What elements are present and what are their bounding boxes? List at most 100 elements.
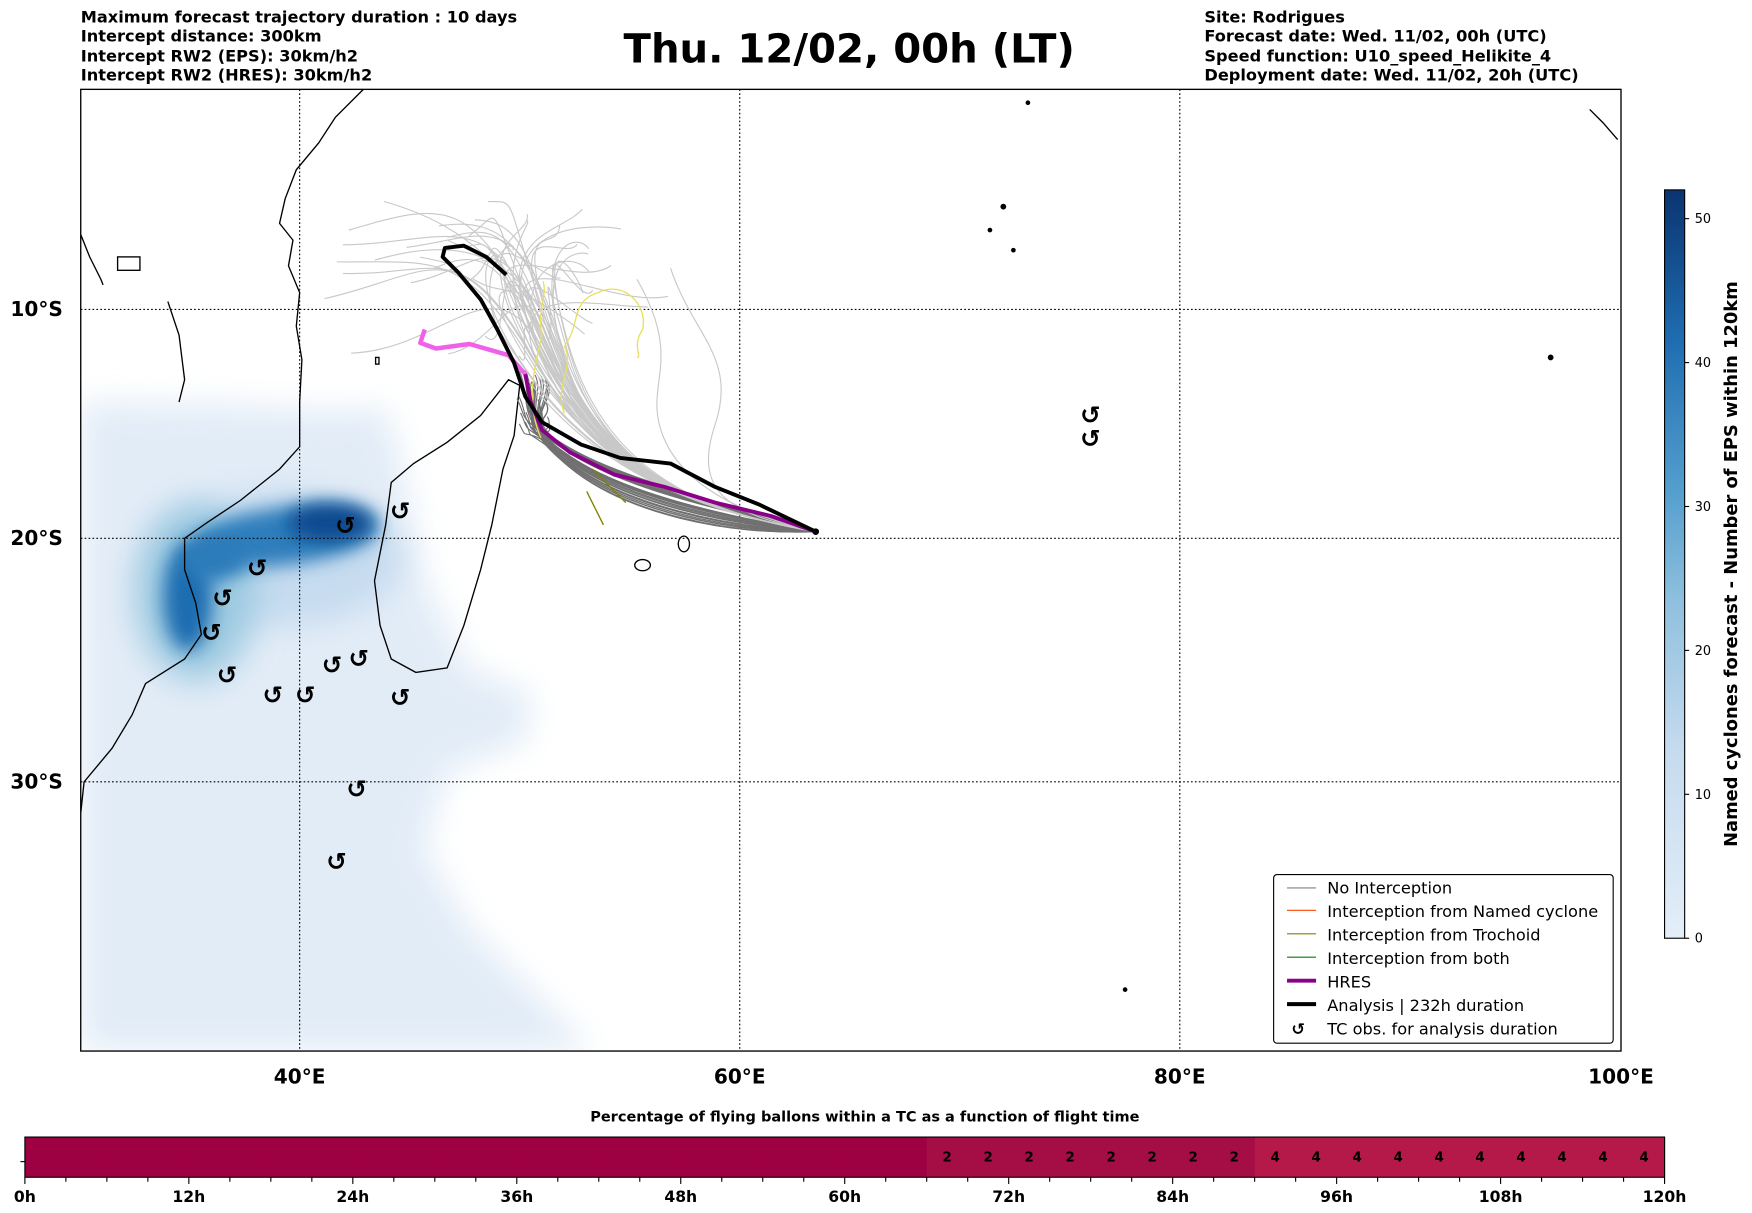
legend-label: HRES [1327,972,1371,991]
bar-cell [188,1137,231,1178]
legend-label: Analysis | 232h duration [1327,996,1524,1015]
header-speed-function: Speed function: U10_speed_Helikite_4 [1204,46,1551,65]
bar-tick-label: 96h [1320,1187,1353,1206]
bar-cell [721,1137,764,1178]
lon-label: 100°E [1588,1064,1654,1088]
bar-tick-label: 0h [14,1187,36,1206]
map-panel[interactable]: ↺↺↺↺↺↺↺ ↺↺ ↺↺↺↺↺↺ No Interception Intercep… [80,88,1622,1052]
tc-symbol-icon: ↺ [1291,1019,1305,1038]
tc-observation-icon: ↺ [263,681,284,710]
tc-observation-icon: ↺ [1080,424,1101,453]
header-intercept-hres: Intercept RW2 (HRES): 30km/h2 [81,65,373,84]
bar-cell-value: 4 [1639,1151,1648,1166]
bar-cell [639,1137,682,1178]
bar-cell [1459,1137,1502,1178]
tc-observation-icon: ↺ [217,661,238,690]
bar-cell [762,1137,805,1178]
bar-cell [598,1137,641,1178]
flight-time-bar: Percentage of flying ballons within a TC… [14,1109,1687,1205]
bar-cell [516,1137,559,1178]
bar-cell [1172,1137,1215,1178]
madagascar-coastline [373,378,521,674]
bar-cell [1090,1137,1133,1178]
tc-observation-icon: ↺ [322,651,343,680]
header-intercept-eps: Intercept RW2 (EPS): 30km/h2 [81,46,358,65]
north-coastline [80,234,104,286]
bar-tick-label: 36h [500,1187,533,1206]
bar-title: Percentage of flying ballons within a TC… [590,1109,1139,1125]
bar-cell-value: 4 [1557,1151,1566,1166]
reunion-island [634,558,652,572]
bar-tick-label: 60h [828,1187,861,1206]
tc-observation-icon: ↺ [346,774,367,803]
figure-title: Thu. 12/02, 00h (LT) [624,27,1075,73]
lat-label: 10°S [10,297,62,321]
legend: No Interception Interception from Named … [1273,874,1614,1044]
bar-cell [1295,1137,1338,1178]
bar-cell [1254,1137,1297,1178]
map-frame [80,88,1622,1052]
bar-tick-label: 84h [1156,1187,1189,1206]
eps-trajectory [520,412,816,533]
bar-cell-value: 4 [1434,1151,1443,1166]
tc-observation-icon: ↺ [201,618,222,647]
bar-cell [1049,1137,1092,1178]
cyclone-density-field [80,402,593,1052]
bar-cell-value: 4 [1516,1151,1525,1166]
tc-observation-icon: ↺ [390,683,411,712]
bar-cell [803,1137,846,1178]
tc-observation-icon: ↺ [247,553,268,582]
bar-cell [1377,1137,1420,1178]
tc-observation-icon: ↺ [349,644,370,673]
bar-cell [352,1137,395,1178]
analysis-trajectory [440,243,817,534]
launch-site-marker [812,528,820,536]
bar-tick-label: 48h [664,1187,697,1206]
bar-cell-value: 4 [1393,1151,1402,1166]
eps-trajectory [552,263,816,533]
bar-cell-value: 4 [1352,1151,1361,1166]
bar-cell [1541,1137,1584,1178]
bar-cell [1418,1137,1461,1178]
bar-cell [106,1137,149,1178]
header-max-duration: Maximum forecast trajectory duration : 1… [81,7,517,26]
bar-cell [475,1137,518,1178]
bar-cell-value: 4 [1270,1151,1279,1166]
colorbar-tick-label: 20 [1695,644,1711,659]
colorbar-label: Named cyclones forecast - Number of EPS … [1721,281,1742,847]
bar-tick-label: 120h [1643,1187,1687,1206]
bar-cell [1336,1137,1379,1178]
tc-observation-icon: ↺ [1080,400,1101,429]
bar-cell [885,1137,928,1178]
tc-observation-icon: ↺ [295,681,316,710]
colorbar-tick-label: 40 [1695,356,1711,371]
legend-label: Interception from Named cyclone [1327,902,1598,921]
colorbar-tick-label: 50 [1695,212,1711,227]
coastlines [80,89,1619,992]
tc-observation-icon: ↺ [326,847,347,876]
bar-cell [926,1137,969,1178]
bar-cell [270,1137,313,1178]
bar-cell [1008,1137,1051,1178]
tc-observations: ↺↺↺↺↺↺↺ ↺↺ ↺↺↺↺↺↺ [201,400,1101,876]
bar-cell [967,1137,1010,1178]
bar-cell [24,1137,67,1178]
lat-label: 20°S [10,526,62,550]
colorbar: 0 10 20 30 40 50 Named cyclones forecast - Nu… [1664,189,1742,947]
eps-trajectory [539,381,816,533]
grid-lines [80,89,1622,1052]
legend-label: No Interception [1327,879,1452,898]
bar-cell-value: 2 [1107,1151,1116,1166]
bar-cell [557,1137,600,1178]
header-deployment-date: Deployment date: Wed. 11/02, 20h (UTC) [1204,65,1578,84]
lon-label: 40°E [274,1064,326,1088]
bar-cell [1213,1137,1256,1178]
lat-label: 30°S [10,770,62,794]
lon-label: 60°E [714,1064,766,1088]
bar-cell [1582,1137,1625,1178]
legend-label: Interception from Trochoid [1327,925,1540,944]
bar-cell [844,1137,887,1178]
header-intercept-distance: Intercept distance: 300km [81,26,322,45]
legend-label: TC obs. for analysis duration [1326,1019,1558,1038]
